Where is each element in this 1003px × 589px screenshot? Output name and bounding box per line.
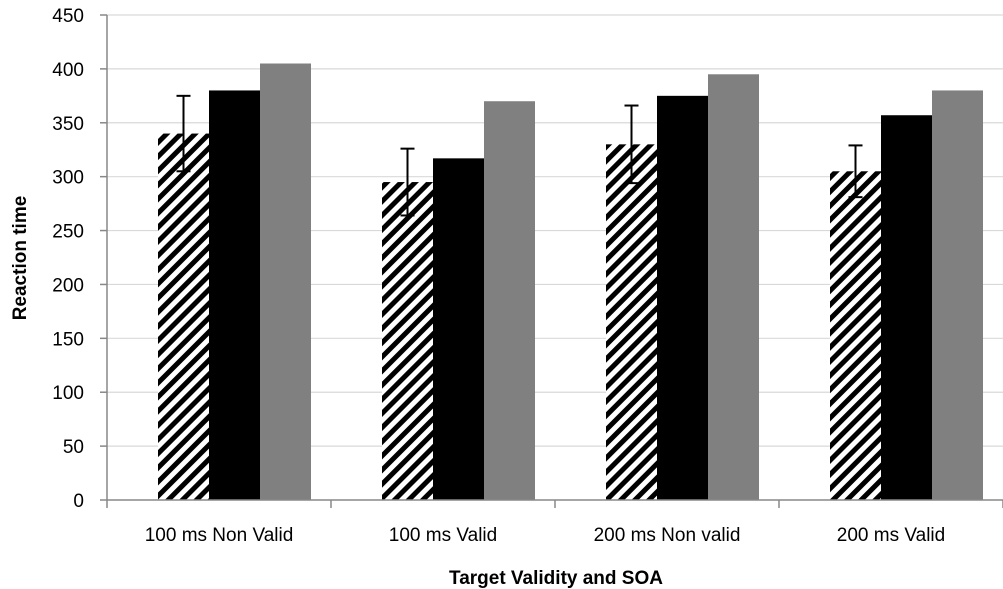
y-tick-label: 200 [52, 275, 84, 296]
bar-series2-3 [657, 95, 708, 500]
x-category-labels: 100 ms Non Valid 100 ms Valid 200 ms Non v… [145, 525, 946, 546]
bar-series2-1 [209, 90, 260, 500]
bar-series3-1 [260, 63, 311, 500]
x-category-label: 200 ms Non valid [594, 525, 741, 546]
y-tick-label: 450 [52, 6, 84, 27]
y-tick-label: 250 [52, 222, 84, 243]
bar-series1-2 [382, 182, 433, 501]
bar-series2-4 [881, 115, 932, 500]
y-axis-title: Reaction time [10, 196, 31, 321]
axes [100, 14, 1003, 508]
bar-series3-4 [932, 90, 983, 500]
bar-series1-3 [606, 144, 657, 501]
bar-series3-2 [484, 101, 535, 500]
error-bars [176, 94, 863, 217]
bars [158, 63, 983, 501]
x-axis-title: Target Validity and SOA [449, 568, 663, 589]
y-tick-labels: 0 50 100 150 200 250 300 350 400 450 [52, 6, 84, 512]
x-category-label: 100 ms Non Valid [145, 525, 294, 546]
y-tick-label: 50 [63, 437, 84, 458]
bar-series3-3 [708, 74, 759, 501]
y-tick-label: 100 [52, 383, 84, 404]
y-tick-label: 350 [52, 114, 84, 135]
y-tick-label: 300 [52, 168, 84, 189]
bar-series2-2 [433, 158, 484, 500]
bar-series1-4 [830, 171, 881, 500]
y-tick-label: 150 [52, 329, 84, 350]
x-category-label: 200 ms Valid [837, 525, 945, 546]
bar-series1-1 [158, 133, 209, 501]
x-category-label: 100 ms Valid [389, 525, 497, 546]
y-tick-label: 0 [73, 491, 84, 512]
y-tick-label: 400 [52, 60, 84, 81]
